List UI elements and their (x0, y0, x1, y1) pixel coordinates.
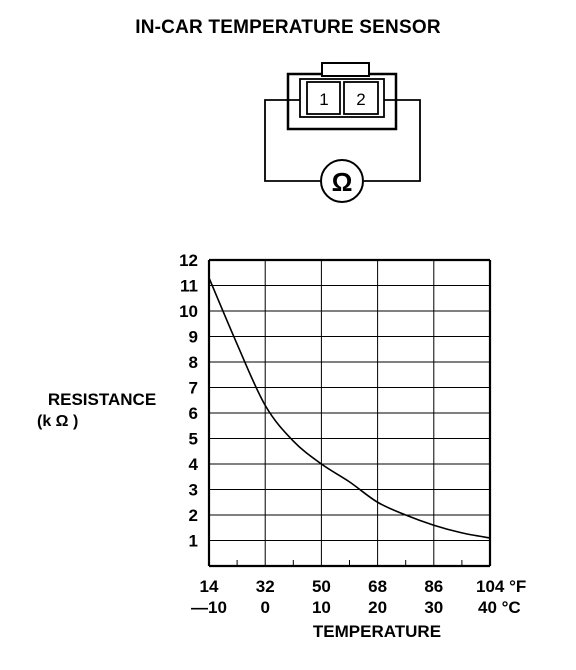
x-tick-label-f: 50 (312, 577, 331, 596)
connector-lock-tab (321, 62, 370, 77)
x-tick-labels-fahrenheit: 14 32 50 68 86 104 °F (200, 577, 527, 596)
ohmmeter-icon (320, 159, 364, 203)
y-tick-label: 4 (189, 455, 199, 474)
x-tick-label-f: 104 °F (476, 577, 526, 596)
y-axis-unit: (k Ω ) (37, 413, 78, 430)
terminal-1-cavity (306, 81, 341, 115)
terminal-2-label: 2 (356, 90, 365, 109)
x-axis-label: TEMPERATURE (313, 622, 441, 641)
chart-grid (207, 258, 492, 568)
diagram-title: IN-CAR TEMPERATURE SENSOR (135, 17, 441, 38)
x-tick-label-c: 0 (260, 598, 269, 617)
terminal-2-cavity (343, 81, 379, 115)
x-tick-label-c: 30 (424, 598, 443, 617)
test-lead-2 (364, 99, 421, 182)
ohmmeter-symbol: Ω (332, 167, 353, 197)
y-tick-label: 9 (189, 328, 198, 347)
y-tick-label: 7 (189, 379, 198, 398)
x-tick-label-f: 86 (424, 577, 443, 596)
y-tick-label: 2 (189, 506, 198, 525)
y-tick-label: 1 (189, 532, 198, 551)
x-tick-label-f: 68 (368, 577, 387, 596)
x-tick-label-c: 10 (312, 598, 331, 617)
test-lead-1 (264, 99, 320, 182)
y-tick-label: 12 (179, 251, 198, 270)
y-tick-label: 5 (189, 430, 198, 449)
x-tick-label-c: —10 (191, 598, 227, 617)
terminal-1-label: 1 (319, 90, 328, 109)
y-tick-label: 6 (189, 404, 198, 423)
x-tick-label-c: 20 (368, 598, 387, 617)
y-tick-label: 8 (189, 353, 198, 372)
connector-diagram: 1 2 Ω (264, 62, 421, 203)
y-axis-label: RESISTANCE (48, 390, 156, 409)
x-tick-label-f: 32 (256, 577, 275, 596)
x-tick-label-f: 14 (200, 577, 219, 596)
x-tick-labels-celsius: —10 0 10 20 30 40 °C (191, 598, 521, 617)
resistance-curve (208, 277, 491, 539)
x-tick-label-c: 40 °C (478, 598, 521, 617)
y-tick-label: 3 (189, 481, 198, 500)
y-tick-label: 11 (180, 277, 198, 296)
y-tick-label: 10 (179, 302, 198, 321)
